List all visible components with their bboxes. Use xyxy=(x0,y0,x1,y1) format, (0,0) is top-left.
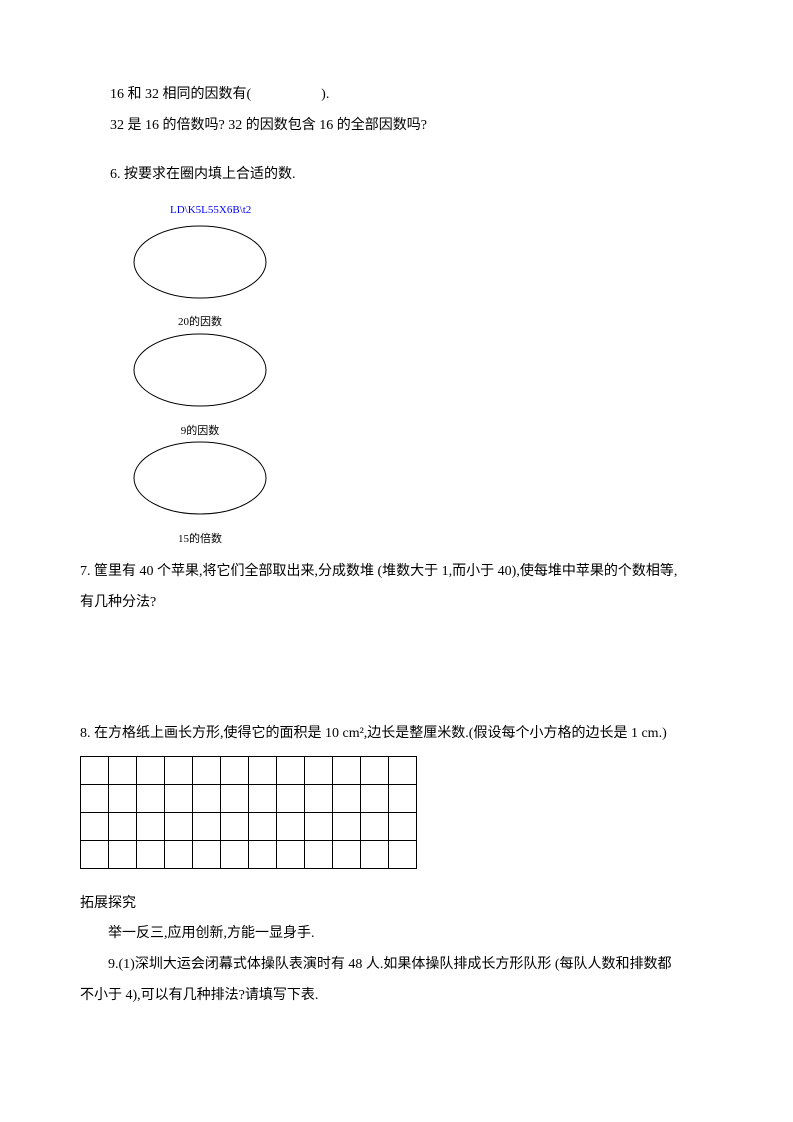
grid-cell xyxy=(389,756,417,784)
grid-cell xyxy=(81,784,109,812)
ellipse-3 xyxy=(130,439,270,517)
grid-cell xyxy=(221,756,249,784)
grid-cell xyxy=(81,756,109,784)
grid-cell xyxy=(305,784,333,812)
grid-cell xyxy=(221,812,249,840)
grid-cell xyxy=(137,756,165,784)
grid-cell xyxy=(333,756,361,784)
ellipse-2 xyxy=(130,331,270,409)
grid-cell xyxy=(165,756,193,784)
intro-line2: 32 是 16 的倍数吗? 32 的因数包含 16 的全部因数吗? xyxy=(110,111,683,142)
ellipse-1 xyxy=(130,223,270,301)
grid-cell xyxy=(305,756,333,784)
grid-cell xyxy=(137,840,165,868)
grid-cell xyxy=(361,756,389,784)
grid-cell xyxy=(277,756,305,784)
grid-cell xyxy=(277,840,305,868)
grid-cell xyxy=(305,812,333,840)
grid-cell xyxy=(193,756,221,784)
grid-cell xyxy=(249,784,277,812)
q7-text: 7. 筐里有 40 个苹果,将它们全部取出来,分成数堆 (堆数大于 1,而小于 … xyxy=(80,557,683,619)
grid-cell xyxy=(221,840,249,868)
q9-text: 9.(1)深圳大运会闭幕式体操队表演时有 48 人.如果体操队排成长方形队形 (… xyxy=(80,950,683,1012)
grid-cell xyxy=(109,756,137,784)
grid-cell xyxy=(193,784,221,812)
grid-cell xyxy=(361,784,389,812)
ellipse3-label: 15的倍数 xyxy=(130,532,270,547)
tuozhan-sub: 举一反三,应用创新,方能一显身手. xyxy=(80,919,683,950)
q8-grid xyxy=(80,756,417,869)
grid-cell xyxy=(305,840,333,868)
grid-cell xyxy=(109,784,137,812)
grid-cell xyxy=(389,812,417,840)
grid-cell xyxy=(249,812,277,840)
tuozhan-title: 拓展探究 xyxy=(80,889,683,920)
grid-cell xyxy=(333,812,361,840)
grid-cell xyxy=(81,812,109,840)
ellipse1-label: 20的因数 xyxy=(130,315,270,330)
grid-cell xyxy=(389,784,417,812)
grid-cell xyxy=(361,812,389,840)
grid-cell xyxy=(165,784,193,812)
grid-cell xyxy=(193,812,221,840)
grid-cell xyxy=(137,812,165,840)
q8-line1: 8. 在方格纸上画长方形,使得它的面积是 10 cm²,边长是整厘米数.(假设每… xyxy=(80,719,683,750)
grid-cell xyxy=(333,784,361,812)
intro-line1: 16 和 32 相同的因数有( ). xyxy=(110,80,683,111)
grid-cell xyxy=(333,840,361,868)
grid-cell xyxy=(249,756,277,784)
ellipse2-label: 9的因数 xyxy=(130,424,270,439)
grid-cell xyxy=(221,784,249,812)
q6-prompt: 6. 按要求在圈内填上合适的数. xyxy=(110,160,683,191)
grid-cell xyxy=(193,840,221,868)
grid-cell xyxy=(277,784,305,812)
grid-cell xyxy=(389,840,417,868)
grid-cell xyxy=(277,812,305,840)
grid-cell xyxy=(81,840,109,868)
grid-cell xyxy=(137,784,165,812)
grid-cell xyxy=(109,812,137,840)
grid-cell xyxy=(361,840,389,868)
grid-cell xyxy=(109,840,137,868)
grid-cell xyxy=(165,840,193,868)
grid-cell xyxy=(249,840,277,868)
q6-diagram: LD\K5L55X6B\t2 20的因数 9的因数 15的倍数 xyxy=(130,198,683,547)
q6-link: LD\K5L55X6B\t2 xyxy=(170,198,683,222)
grid-cell xyxy=(165,812,193,840)
